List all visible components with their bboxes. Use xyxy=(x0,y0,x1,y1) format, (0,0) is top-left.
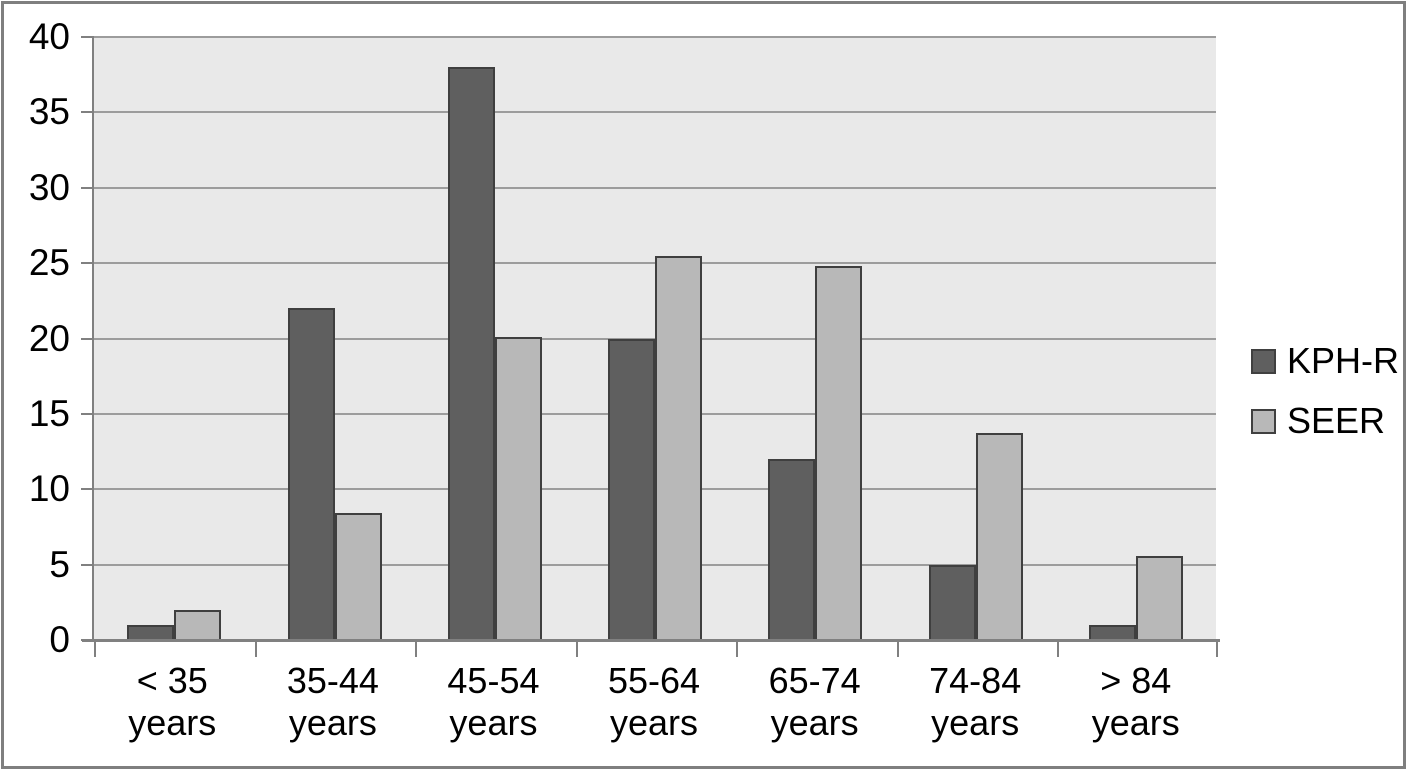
bar-group xyxy=(1056,37,1216,640)
x-axis-category-label-line: 65-74 xyxy=(768,660,861,701)
x-axis-tick xyxy=(1057,642,1060,657)
legend-label: SEER xyxy=(1287,400,1386,441)
y-axis-tick xyxy=(81,563,94,566)
y-axis-tick xyxy=(81,111,94,114)
x-axis-category-label-line: years xyxy=(931,702,1020,743)
bar-kph-r xyxy=(287,308,335,640)
gridline xyxy=(94,36,1216,38)
legend-swatch-kph-r xyxy=(1251,348,1276,374)
y-axis-tick-label: 30 xyxy=(28,166,70,208)
bar-kph-r xyxy=(447,67,495,640)
x-axis-category-label-line: 74-84 xyxy=(929,660,1022,701)
x-axis-tick xyxy=(94,642,96,657)
x-axis-labels: < 35 years 35-44 years 45-54 years 55-64 years 6… xyxy=(92,660,1216,744)
bar-group xyxy=(415,37,575,640)
x-axis-tick xyxy=(736,642,739,657)
y-axis-tick-label: 15 xyxy=(28,392,70,434)
x-axis-tick xyxy=(1216,642,1218,657)
y-axis-tick xyxy=(81,488,94,491)
legend: KPH-R SEER xyxy=(1251,340,1400,464)
bar-seer xyxy=(174,609,222,640)
bar-seer xyxy=(815,266,863,640)
bar-kph-r xyxy=(608,338,656,640)
bar-kph-r xyxy=(768,459,816,640)
y-axis-tick xyxy=(81,337,94,340)
y-axis-tick-label: 10 xyxy=(28,468,70,510)
bar-seer xyxy=(334,513,382,640)
legend-item-kph-r: KPH-R xyxy=(1251,340,1400,381)
x-axis-category-label-line: > 84 xyxy=(1100,660,1172,701)
y-axis-tick-label: 25 xyxy=(28,242,70,284)
x-axis-category-label: 74-84 years xyxy=(895,660,1056,744)
x-axis-category-label: 65-74 years xyxy=(734,660,895,744)
bar-group xyxy=(94,37,254,640)
x-axis-category-label-line: years xyxy=(610,702,699,743)
bar-kph-r xyxy=(127,624,175,640)
y-axis-labels: 0 5 10 15 20 25 30 35 40 xyxy=(8,17,70,660)
gridline xyxy=(94,262,1216,265)
x-axis-category-label: 55-64 years xyxy=(574,660,735,744)
x-axis-category-label-line: 55-64 xyxy=(607,660,701,701)
x-axis-tick xyxy=(896,642,899,657)
y-axis-tick-label: 5 xyxy=(49,543,70,585)
bar-group xyxy=(895,37,1055,640)
x-axis-category-label: 45-54 years xyxy=(413,660,574,744)
y-axis-tick-label: 20 xyxy=(28,317,70,359)
x-axis-category-label-line: < 35 xyxy=(136,660,208,701)
x-axis-tick xyxy=(254,642,257,657)
x-axis-category-label: 35-44 years xyxy=(253,660,414,744)
x-axis-category-label: < 35 years xyxy=(92,660,253,744)
x-axis-category-label: > 84 years xyxy=(1055,660,1216,744)
legend-swatch-seer xyxy=(1251,408,1276,434)
bar-group xyxy=(735,37,895,640)
x-axis-line xyxy=(82,639,1220,642)
x-axis-category-label-line: years xyxy=(288,702,377,743)
bar-groups xyxy=(94,37,1216,640)
y-axis-tick-label: 0 xyxy=(49,619,70,660)
y-axis-tick-label: 35 xyxy=(28,91,70,133)
x-axis-category-label-line: years xyxy=(128,702,217,743)
x-axis-tick xyxy=(415,642,418,657)
chart-frame: 0 5 10 15 20 25 30 35 40 < 35 years 35-44 years 45-5… xyxy=(1,1,1406,769)
bar-seer xyxy=(975,433,1023,640)
x-axis-tick xyxy=(575,642,578,657)
gridline xyxy=(94,111,1216,114)
y-axis-tick xyxy=(81,36,94,38)
legend-label: KPH-R xyxy=(1287,340,1400,381)
x-axis-category-label-line: 45-54 xyxy=(447,660,540,701)
y-axis-tick xyxy=(81,262,94,265)
bar-seer xyxy=(494,337,542,640)
legend-item-seer: SEER xyxy=(1251,400,1399,441)
x-axis-category-label-line: 35-44 xyxy=(286,660,379,701)
bar-seer xyxy=(655,255,703,640)
bar-kph-r xyxy=(928,564,976,640)
x-axis-category-label-line: years xyxy=(449,702,538,743)
y-axis-tick-label: 40 xyxy=(28,16,70,57)
x-axis-category-label-line: years xyxy=(1091,702,1180,743)
bar-kph-r xyxy=(1088,624,1136,640)
y-axis-tick xyxy=(81,412,94,415)
y-axis-tick xyxy=(81,186,94,189)
gridline xyxy=(94,186,1216,189)
bar-seer xyxy=(1135,555,1183,640)
x-axis-category-label-line: years xyxy=(770,702,859,743)
bar-group xyxy=(254,37,414,640)
bar-group xyxy=(575,37,735,640)
plot-area xyxy=(81,36,1220,657)
